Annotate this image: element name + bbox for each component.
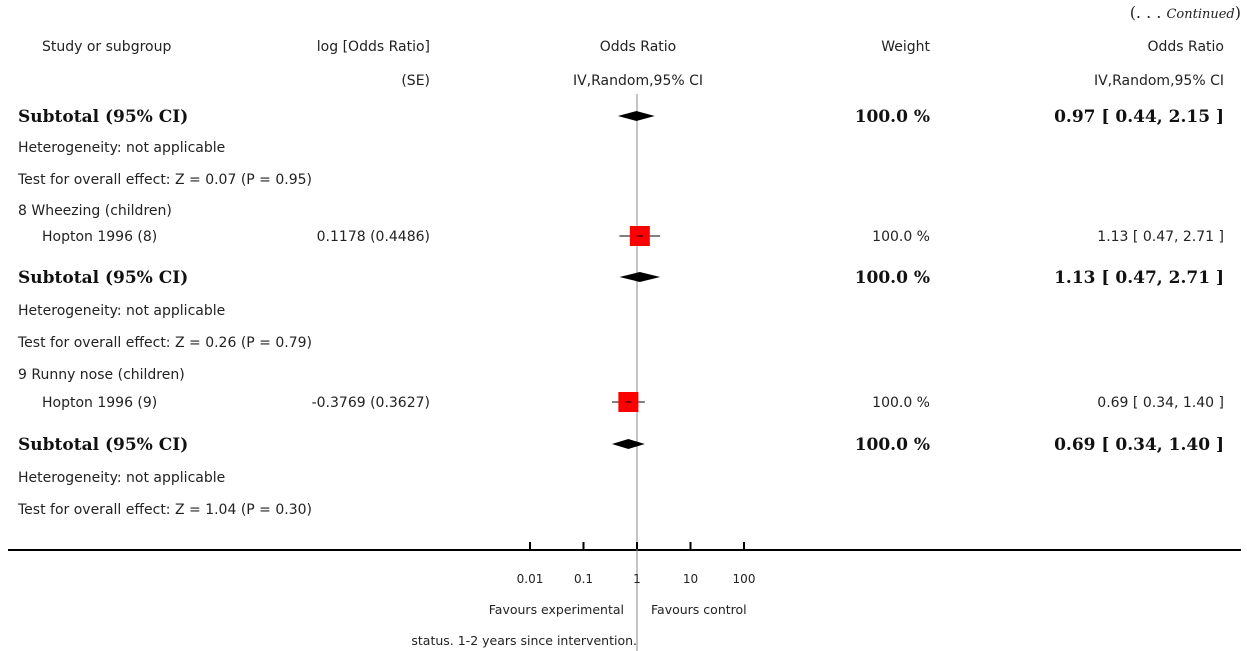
subtotal-3-label: Subtotal (95% CI) xyxy=(18,435,189,455)
x-tick-label: 0.01 xyxy=(517,572,544,586)
subtotal-3-weight: 100.0 % xyxy=(854,435,930,455)
header-logor-line1: log [Odds Ratio] xyxy=(316,39,430,55)
study-8-logor: 0.1178 (0.4486) xyxy=(316,229,430,245)
overall-effect-3: Test for overall effect: Z = 1.04 (P = 0… xyxy=(18,502,312,518)
x-tick-label: 10 xyxy=(683,572,698,586)
continued-word: Continued xyxy=(1166,7,1235,22)
subtotal-3-ci: 0.69 [ 0.34, 1.40 ] xyxy=(1054,435,1224,455)
overall-effect-1: Test for overall effect: Z = 0.07 (P = 0… xyxy=(18,172,312,188)
subtotal-diamond xyxy=(619,272,661,282)
x-tick-label: 1 xyxy=(633,572,641,586)
header-or-right-line2: IV,Random,95% CI xyxy=(1093,73,1224,89)
heterogeneity-2: Heterogeneity: not applicable xyxy=(18,303,226,319)
subtotal-diamond xyxy=(617,111,655,121)
overall-effect-2: Test for overall effect: Z = 0.26 (P = 0… xyxy=(18,335,312,351)
header-study: Study or subgroup xyxy=(42,39,172,55)
group-8-title: 8 Wheezing (children) xyxy=(18,203,172,219)
subtotal-2-ci: 1.13 [ 0.47, 2.71 ] xyxy=(1054,268,1224,288)
continued-marker: (. . . Continued) xyxy=(1130,4,1241,24)
heterogeneity-1: Heterogeneity: not applicable xyxy=(18,140,226,156)
header-logor-line2: (SE) xyxy=(401,73,430,89)
heterogeneity-3: Heterogeneity: not applicable xyxy=(18,470,226,486)
study-9-ci: 0.69 [ 0.34, 1.40 ] xyxy=(1097,395,1224,411)
favours-experimental-label: Favours experimental xyxy=(488,602,624,617)
favours-control-label: Favours control xyxy=(651,602,747,617)
footnote: status. 1-2 years since intervention. xyxy=(411,633,637,648)
subtotal-1-label: Subtotal (95% CI) xyxy=(18,107,189,127)
study-8-weight: 100.0 % xyxy=(872,229,930,245)
subtotal-2-label: Subtotal (95% CI) xyxy=(18,268,189,288)
study-9-weight: 100.0 % xyxy=(872,395,930,411)
x-tick-label: 100 xyxy=(733,572,756,586)
study-8-ci: 1.13 [ 0.47, 2.71 ] xyxy=(1097,229,1224,245)
header-or-line1: Odds Ratio xyxy=(599,39,677,55)
header-or-line2: IV,Random,95% CI xyxy=(572,73,704,89)
study-9-name: Hopton 1996 (9) xyxy=(42,395,158,411)
header-weight: Weight xyxy=(881,39,930,55)
x-tick-label: 0.1 xyxy=(574,572,593,586)
continued-open: (. . . xyxy=(1129,3,1162,22)
subtotal-1-weight: 100.0 % xyxy=(854,107,930,127)
subtotal-1-ci: 0.97 [ 0.44, 2.15 ] xyxy=(1054,107,1224,127)
subtotal-diamond xyxy=(611,439,645,449)
group-9-title: 9 Runny nose (children) xyxy=(18,367,185,383)
study-9-logor: -0.3769 (0.3627) xyxy=(311,395,430,411)
header-or-right-line1: Odds Ratio xyxy=(1147,39,1224,55)
study-8-name: Hopton 1996 (8) xyxy=(42,229,158,245)
continued-close: ) xyxy=(1234,3,1241,22)
subtotal-2-weight: 100.0 % xyxy=(854,268,930,288)
bottom-rule xyxy=(8,549,1241,551)
